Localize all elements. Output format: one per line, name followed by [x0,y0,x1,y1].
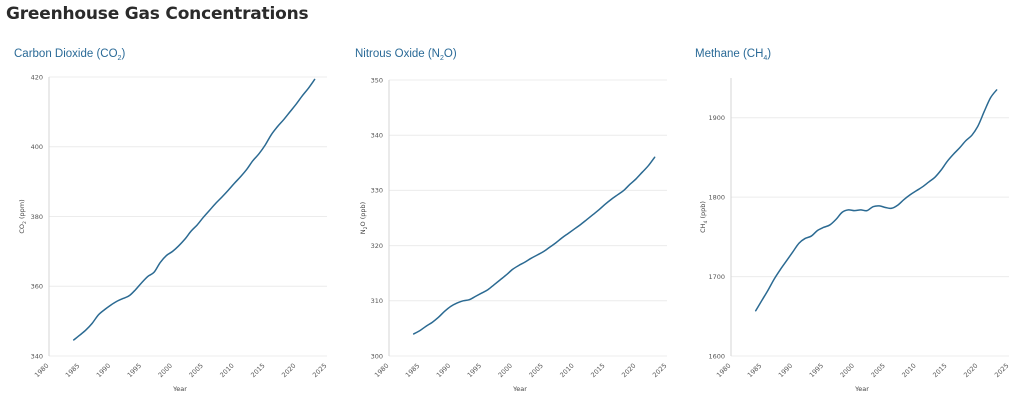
y-axis-title-subscript: 2 [22,221,28,224]
co2-series-line [72,78,316,341]
y-tick-label: 360 [31,283,43,291]
y-tick-label: 420 [31,73,43,81]
x-tick-label: 1995 [466,362,483,379]
x-tick-label: 1990 [435,362,452,379]
y-tick-label: 340 [31,352,43,360]
y-axis-title-subscript: 2 [363,226,369,229]
y-axis-title-subscript: 4 [703,220,709,223]
y-axis-title: CO2 (ppm) [18,199,28,233]
x-tick-label: 2020 [280,362,297,379]
x-tick-label: 2020 [620,362,637,379]
x-tick-label: 1980 [33,362,50,379]
x-tick-label: 2015 [589,362,606,379]
chart-title-end: O) [443,48,457,60]
ch4-series-line [754,89,998,312]
y-tick-label: 350 [371,76,383,84]
x-tick-label: 2005 [528,362,545,379]
y-axis-title-part: CH [699,223,707,233]
y-tick-label: 1600 [708,352,725,360]
y-axis-title-part: O (ppb) [359,202,367,227]
y-axis-title-part: N [359,229,367,234]
n2o-chart-title: Nitrous Oxide (N2O) [355,48,457,62]
x-tick-label: 2015 [249,362,266,379]
x-tick-label: 2015 [931,362,948,379]
co2-chart-panel: Carbon Dioxide (CO2) 340 360 380 400 420 1980… [14,48,334,398]
chart-title-end: ) [767,48,772,60]
n2o-chart-panel: Nitrous Oxide (N2O) 300 310 320 330 340 350 19… [355,48,675,398]
chart-title-text: Carbon Dioxide (CO [14,48,118,60]
x-tick-label: 2020 [962,362,979,379]
x-tick-label: 2025 [993,362,1010,379]
chart-title-text: Nitrous Oxide (N [355,48,440,60]
y-tick-label: 330 [371,187,383,195]
x-tick-label: 1990 [777,362,794,379]
co2-chart-title: Carbon Dioxide (CO2) [14,48,125,62]
x-tick-label: 1980 [373,362,390,379]
chart-title-subscript: 4 [763,55,768,62]
x-tick-label: 1985 [746,362,763,379]
y-axis-title-part: (ppb) [699,201,707,221]
page-title: Greenhouse Gas Concentrations [6,4,309,24]
y-tick-label: 310 [371,297,383,305]
n2o-series-line [412,156,656,335]
y-tick-label: 340 [371,132,383,140]
x-tick-label: 2010 [218,362,235,379]
y-tick-label: 1900 [708,114,725,122]
y-tick-label: 1700 [708,273,725,281]
x-tick-label: 2000 [497,362,514,379]
ch4-chart-title: Methane (CH4) [695,48,771,62]
ch4-chart-panel: Methane (CH4) 1600 1700 1800 1900 1980 1985 19… [695,48,1015,398]
y-axis-title-part: CO [18,224,26,234]
x-tick-label: 2010 [558,362,575,379]
y-axis-title: CH4 (ppb) [699,201,709,233]
x-tick-label: 1995 [126,362,143,379]
x-tick-label: 2025 [651,362,668,379]
x-tick-label: 2000 [839,362,856,379]
n2o-line-chart: 300 310 320 330 340 350 1980 1985 1990 1995 2000 20… [359,76,668,393]
y-tick-label: 320 [371,242,383,250]
chart-title-subscript: 2 [117,55,122,62]
x-tick-label: 2005 [870,362,887,379]
x-tick-label: 1985 [64,362,81,379]
x-tick-label: 1990 [95,362,112,379]
chart-title-text: Methane (CH [695,48,764,60]
x-tick-label: 1985 [404,362,421,379]
y-axis-title-part: (ppm) [18,199,26,221]
x-tick-label: 2005 [188,362,205,379]
x-tick-label: 2025 [311,362,328,379]
y-tick-label: 1800 [708,193,725,201]
x-tick-label: 2000 [157,362,174,379]
co2-line-chart: 340 360 380 400 420 1980 1985 1990 1995 2000 2005 2… [18,73,328,393]
x-tick-label: 1995 [808,362,825,379]
x-axis-title: Year [172,385,187,393]
ch4-line-chart: 1600 1700 1800 1900 1980 1985 1990 1995 2000 2005… [699,78,1010,393]
chart-title-end: ) [121,48,126,60]
x-tick-label: 2010 [900,362,917,379]
y-axis-title: N2O (ppb) [359,202,369,234]
y-tick-label: 400 [31,143,43,151]
chart-title-subscript: 2 [440,55,444,62]
x-tick-label: 1980 [715,362,732,379]
x-axis-title: Year [854,385,869,393]
x-axis-title: Year [512,385,527,393]
y-tick-label: 300 [371,352,383,360]
y-tick-label: 380 [31,213,43,221]
